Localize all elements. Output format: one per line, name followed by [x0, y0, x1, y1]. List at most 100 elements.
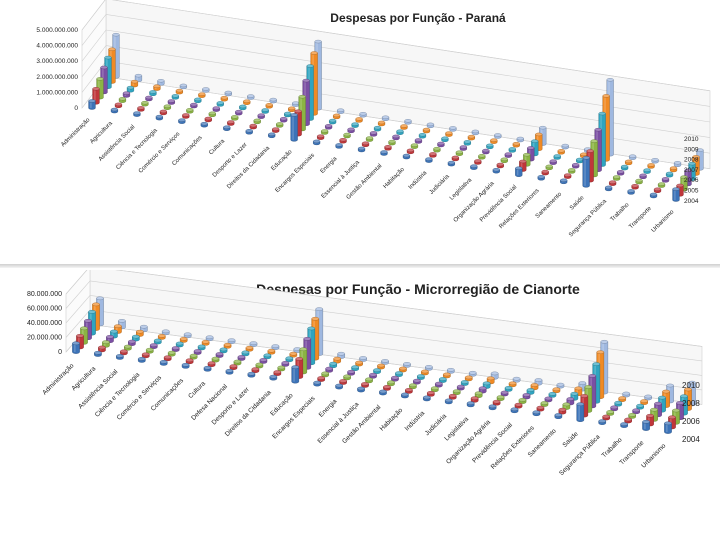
bar-highlight [492, 373, 495, 378]
bar-top [263, 353, 272, 358]
chart-cianorte: Despesas por Função - Microrregião de Ci… [0, 265, 720, 540]
bar-top [684, 168, 692, 173]
bar-highlight [103, 342, 106, 346]
bar-top [596, 350, 605, 354]
series-label: 2008 [682, 399, 700, 408]
bar-top [106, 335, 114, 339]
bar-2006-20 [545, 164, 553, 171]
bar-2006-9 [277, 365, 286, 372]
bar-top [134, 73, 143, 78]
bar-highlight [111, 331, 114, 337]
bar-top [650, 407, 658, 412]
bar-top [317, 134, 325, 138]
bar-2007-8 [259, 358, 268, 364]
bar-top [289, 351, 298, 356]
bar-top [231, 115, 239, 119]
bar-top [643, 168, 651, 172]
bar-top [482, 148, 490, 153]
bar-2009-24 [618, 396, 627, 402]
bar-top [558, 407, 567, 412]
bar-2004-9 [269, 374, 278, 381]
bar-2010-2 [157, 79, 165, 86]
bar-top [92, 302, 100, 307]
bar-top [201, 340, 210, 344]
bar-top [456, 384, 465, 389]
bar-2009-16 [443, 372, 451, 379]
gridline-side [65, 266, 91, 295]
bar-top [548, 392, 557, 396]
bar-2006-8 [255, 362, 264, 369]
bar-2007-6 [235, 109, 243, 116]
bar-top [570, 391, 579, 396]
bar-highlight [648, 415, 650, 425]
bar-highlight [488, 378, 491, 383]
bar-top [496, 395, 505, 399]
bar-top [508, 147, 516, 151]
bar-top [449, 126, 457, 130]
bar-body [576, 403, 585, 422]
bar-2010-3 [179, 83, 187, 90]
bar-2009-10 [333, 113, 341, 120]
series-label: 2010 [684, 136, 699, 143]
bar-top [347, 369, 355, 374]
bar-top [118, 97, 127, 101]
bar-2007-7 [257, 113, 265, 119]
bar-top [617, 170, 625, 174]
bar-2007-4 [171, 346, 180, 352]
bar-top [534, 378, 543, 382]
category-label: Saneamento [535, 191, 564, 220]
bar-top [124, 344, 132, 349]
bar-2007-9 [281, 361, 290, 367]
bar-2006-5 [208, 111, 216, 117]
gridline-side [81, 45, 107, 77]
bar-top [182, 113, 190, 117]
bar-2010-5 [205, 335, 214, 342]
bar-top [122, 91, 131, 95]
bar-top [269, 97, 277, 102]
bar-2009-3 [157, 334, 166, 340]
bar-top [259, 358, 268, 362]
bar-2004-22 [582, 156, 590, 188]
bar-top [627, 189, 635, 193]
bar-top [396, 129, 404, 133]
bar-top [574, 386, 583, 391]
series-label: 2006 [684, 177, 699, 184]
bar-2004-1 [94, 350, 102, 357]
bar-highlight [578, 404, 580, 421]
bar-top [100, 65, 108, 70]
bar-2007-24 [639, 173, 647, 179]
bar-2004-26 [642, 419, 650, 431]
bar-top [281, 361, 290, 365]
bar-top [261, 108, 269, 112]
bar-2005-3 [141, 352, 150, 359]
bar-2006-19 [496, 395, 505, 401]
bar-2010-6 [227, 338, 236, 344]
bar-top [200, 121, 208, 126]
bar-top [541, 169, 549, 174]
bar-2010-23 [629, 154, 637, 160]
bar-top [640, 399, 648, 403]
bar-top [400, 124, 408, 128]
bar-2007-12 [347, 369, 355, 376]
bar-top [549, 159, 557, 163]
bar-top [251, 367, 260, 371]
bar-2007-11 [347, 127, 355, 133]
bar-top [343, 132, 351, 137]
bar-top [329, 361, 337, 366]
bar-2008-4 [194, 97, 202, 104]
chart-parana: Despesas por Função - Paraná 0 1.000.000.0… [0, 0, 720, 262]
bar-2007-23 [617, 170, 625, 176]
bar-top [229, 364, 238, 368]
bar-top [190, 102, 198, 107]
bar-2006-14 [387, 380, 395, 387]
bar-highlight [516, 168, 519, 176]
bar-2005-6 [207, 361, 216, 367]
bar-2008-7 [261, 108, 269, 114]
bar-top [421, 369, 429, 374]
bar-2009-16 [467, 134, 475, 141]
bar-top [211, 356, 220, 361]
bar-2010-8 [292, 101, 300, 107]
bar-top [245, 345, 254, 350]
bar-2010-5 [224, 90, 232, 97]
y-tick-label: 40.000.000 [27, 320, 62, 327]
